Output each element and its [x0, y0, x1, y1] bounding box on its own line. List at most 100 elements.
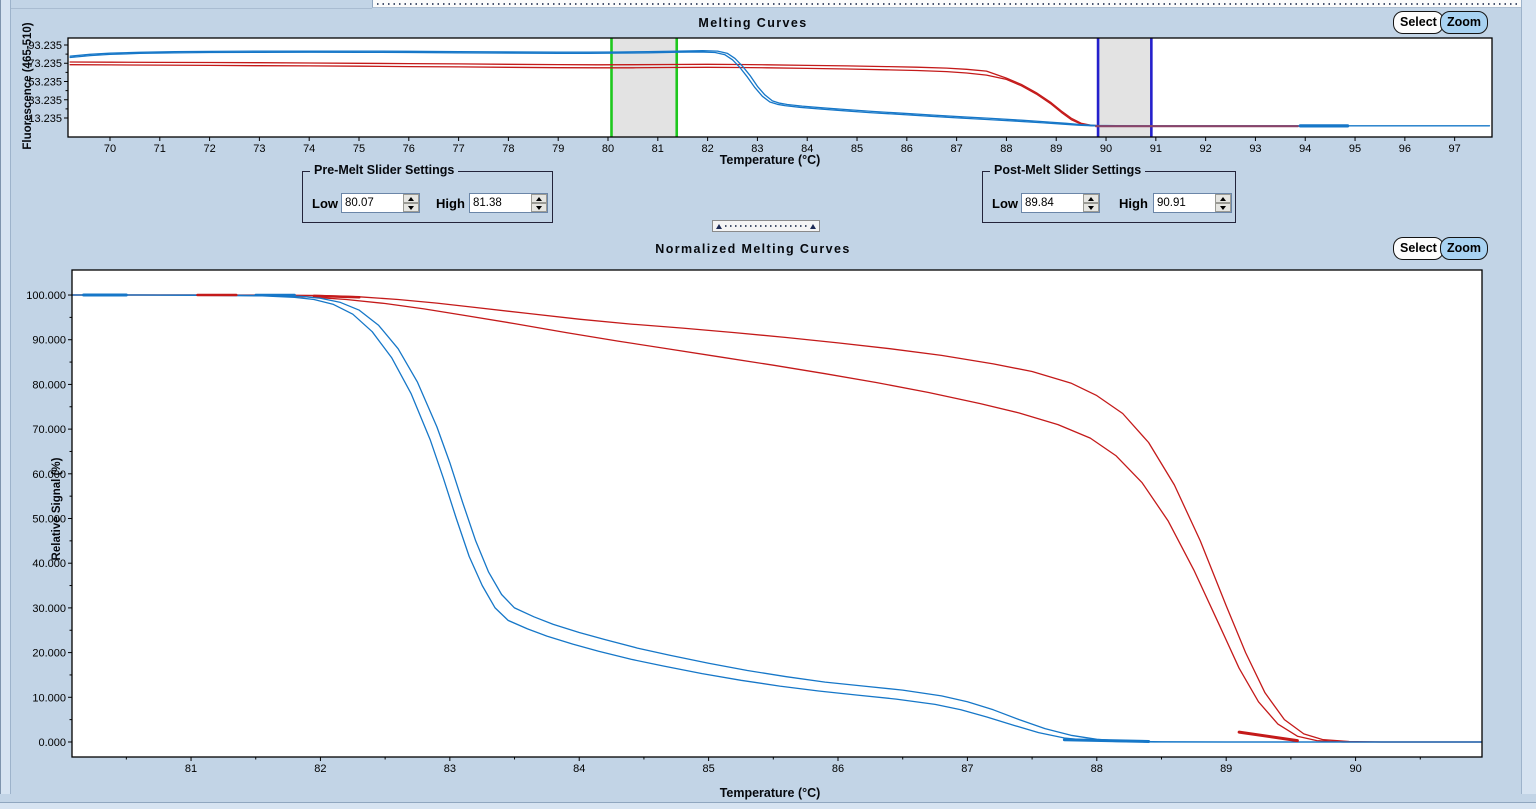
svg-text:78: 78 — [502, 143, 514, 155]
pre-melt-low-spinner — [341, 193, 420, 213]
post-melt-low-input[interactable] — [1022, 194, 1083, 212]
svg-text:89: 89 — [1050, 143, 1062, 155]
svg-text:92: 92 — [1200, 143, 1212, 155]
pre-melt-high-down-button[interactable] — [531, 203, 547, 212]
svg-text:33.235: 33.235 — [28, 95, 62, 107]
svg-text:97: 97 — [1449, 143, 1461, 155]
pre-melt-high-up-button[interactable] — [531, 194, 547, 203]
svg-text:77: 77 — [452, 143, 464, 155]
svg-text:72: 72 — [203, 143, 215, 155]
up-arrow-icon — [1088, 196, 1094, 201]
melting-curves-title: Melting Curves — [698, 16, 808, 30]
svg-text:85: 85 — [851, 143, 863, 155]
svg-text:71: 71 — [154, 143, 166, 155]
window-edge-left — [0, 0, 11, 794]
svg-text:87: 87 — [950, 143, 962, 155]
top-chart-x-axis-title: Temperature (°C) — [719, 153, 821, 167]
pre-melt-high-label: High — [436, 196, 465, 211]
svg-text:94: 94 — [1299, 143, 1311, 155]
svg-text:75: 75 — [353, 143, 365, 155]
down-arrow-icon — [408, 205, 414, 210]
svg-text:79: 79 — [552, 143, 564, 155]
svg-text:86: 86 — [832, 763, 844, 775]
post-melt-legend: Post-Melt Slider Settings — [990, 163, 1146, 177]
svg-text:70: 70 — [104, 143, 116, 155]
pre-melt-low-down-button[interactable] — [403, 203, 419, 212]
bottom-chart-x-axis-title: Temperature (°C) — [719, 786, 821, 800]
post-melt-low-label: Low — [992, 196, 1018, 211]
post-melt-low-spinner — [1021, 193, 1100, 213]
svg-text:40.000: 40.000 — [32, 558, 66, 570]
svg-text:88: 88 — [1091, 763, 1103, 775]
up-arrow-icon — [536, 196, 542, 201]
svg-text:88: 88 — [1000, 143, 1012, 155]
svg-text:91: 91 — [1150, 143, 1162, 155]
svg-text:50.000: 50.000 — [32, 514, 66, 526]
slider-left-handle-icon[interactable] — [716, 223, 722, 229]
svg-text:0.000: 0.000 — [38, 737, 66, 749]
svg-text:90: 90 — [1100, 143, 1112, 155]
svg-text:100.000: 100.000 — [26, 290, 66, 302]
down-arrow-icon — [1088, 205, 1094, 210]
svg-text:20.000: 20.000 — [32, 648, 66, 660]
post-melt-high-spinner — [1153, 193, 1232, 213]
svg-text:10.000: 10.000 — [32, 692, 66, 704]
top-select-button[interactable]: Select — [1393, 11, 1444, 34]
top-select-button-label: Select — [1400, 15, 1437, 30]
svg-text:86: 86 — [901, 143, 913, 155]
up-arrow-icon — [1220, 196, 1226, 201]
svg-text:81: 81 — [652, 143, 664, 155]
svg-text:73.235: 73.235 — [28, 58, 62, 70]
svg-text:80.000: 80.000 — [32, 379, 66, 391]
melting-curves-chart[interactable]: 70 71 72 73 74 75 76 77 78 79 80 81 82 83 84 85 86 87 88 89… — [0, 36, 1536, 170]
splitter-dots — [377, 3, 1518, 5]
pre-melt-high-spinner — [469, 193, 548, 213]
pre-melt-low-up-button[interactable] — [403, 194, 419, 203]
svg-text:96: 96 — [1399, 143, 1411, 155]
post-melt-high-down-button[interactable] — [1215, 203, 1231, 212]
svg-text:93.235: 93.235 — [28, 40, 62, 52]
bottom-select-button[interactable]: Select — [1393, 237, 1444, 260]
pre-melt-legend: Pre-Melt Slider Settings — [310, 163, 459, 177]
svg-text:53.235: 53.235 — [28, 76, 62, 88]
pre-melt-high-input[interactable] — [470, 194, 531, 212]
post-melt-high-up-button[interactable] — [1215, 194, 1231, 203]
bottom-zoom-button-label: Zoom — [1447, 241, 1482, 256]
svg-text:83: 83 — [751, 143, 763, 155]
pre-melt-low-input[interactable] — [342, 194, 403, 212]
window-edge-bottom — [0, 802, 1536, 809]
down-arrow-icon — [1220, 205, 1226, 210]
post-melt-low-down-button[interactable] — [1083, 203, 1099, 212]
bottom-zoom-button[interactable]: Zoom — [1440, 237, 1489, 260]
svg-text:73: 73 — [253, 143, 265, 155]
up-arrow-icon — [408, 196, 414, 201]
svg-text:60.000: 60.000 — [32, 469, 66, 481]
post-melt-high-input[interactable] — [1154, 194, 1215, 212]
pre-melt-groupbox: Pre-Melt Slider Settings Low High — [302, 163, 553, 223]
svg-text:95: 95 — [1349, 143, 1361, 155]
svg-text:85: 85 — [702, 763, 714, 775]
post-melt-groupbox: Post-Melt Slider Settings Low High — [982, 163, 1236, 223]
svg-text:30.000: 30.000 — [32, 603, 66, 615]
window-top-border — [0, 8, 372, 9]
post-melt-low-up-button[interactable] — [1083, 194, 1099, 203]
slider-right-handle-icon[interactable] — [810, 223, 816, 229]
melt-range-slider[interactable] — [712, 220, 820, 232]
slider-track-dots — [725, 225, 807, 227]
svg-text:83: 83 — [444, 763, 456, 775]
normalized-melting-curves-title: Normalized Melting Curves — [655, 242, 851, 256]
svg-text:87: 87 — [961, 763, 973, 775]
down-arrow-icon — [536, 205, 542, 210]
svg-text:82: 82 — [314, 763, 326, 775]
window-edge-right — [1521, 0, 1536, 794]
svg-text:81: 81 — [185, 763, 197, 775]
collapsed-splitter-strip[interactable] — [372, 0, 1522, 8]
svg-text:90: 90 — [1349, 763, 1361, 775]
top-zoom-button[interactable]: Zoom — [1440, 11, 1489, 34]
normalized-melting-curves-chart[interactable]: 81 82 83 84 85 86 87 88 89 90 100.000 90.000 80.000 7… — [0, 262, 1536, 808]
svg-text:70.000: 70.000 — [32, 424, 66, 436]
svg-text:89: 89 — [1220, 763, 1232, 775]
svg-text:93: 93 — [1249, 143, 1261, 155]
svg-text:84: 84 — [573, 763, 585, 775]
